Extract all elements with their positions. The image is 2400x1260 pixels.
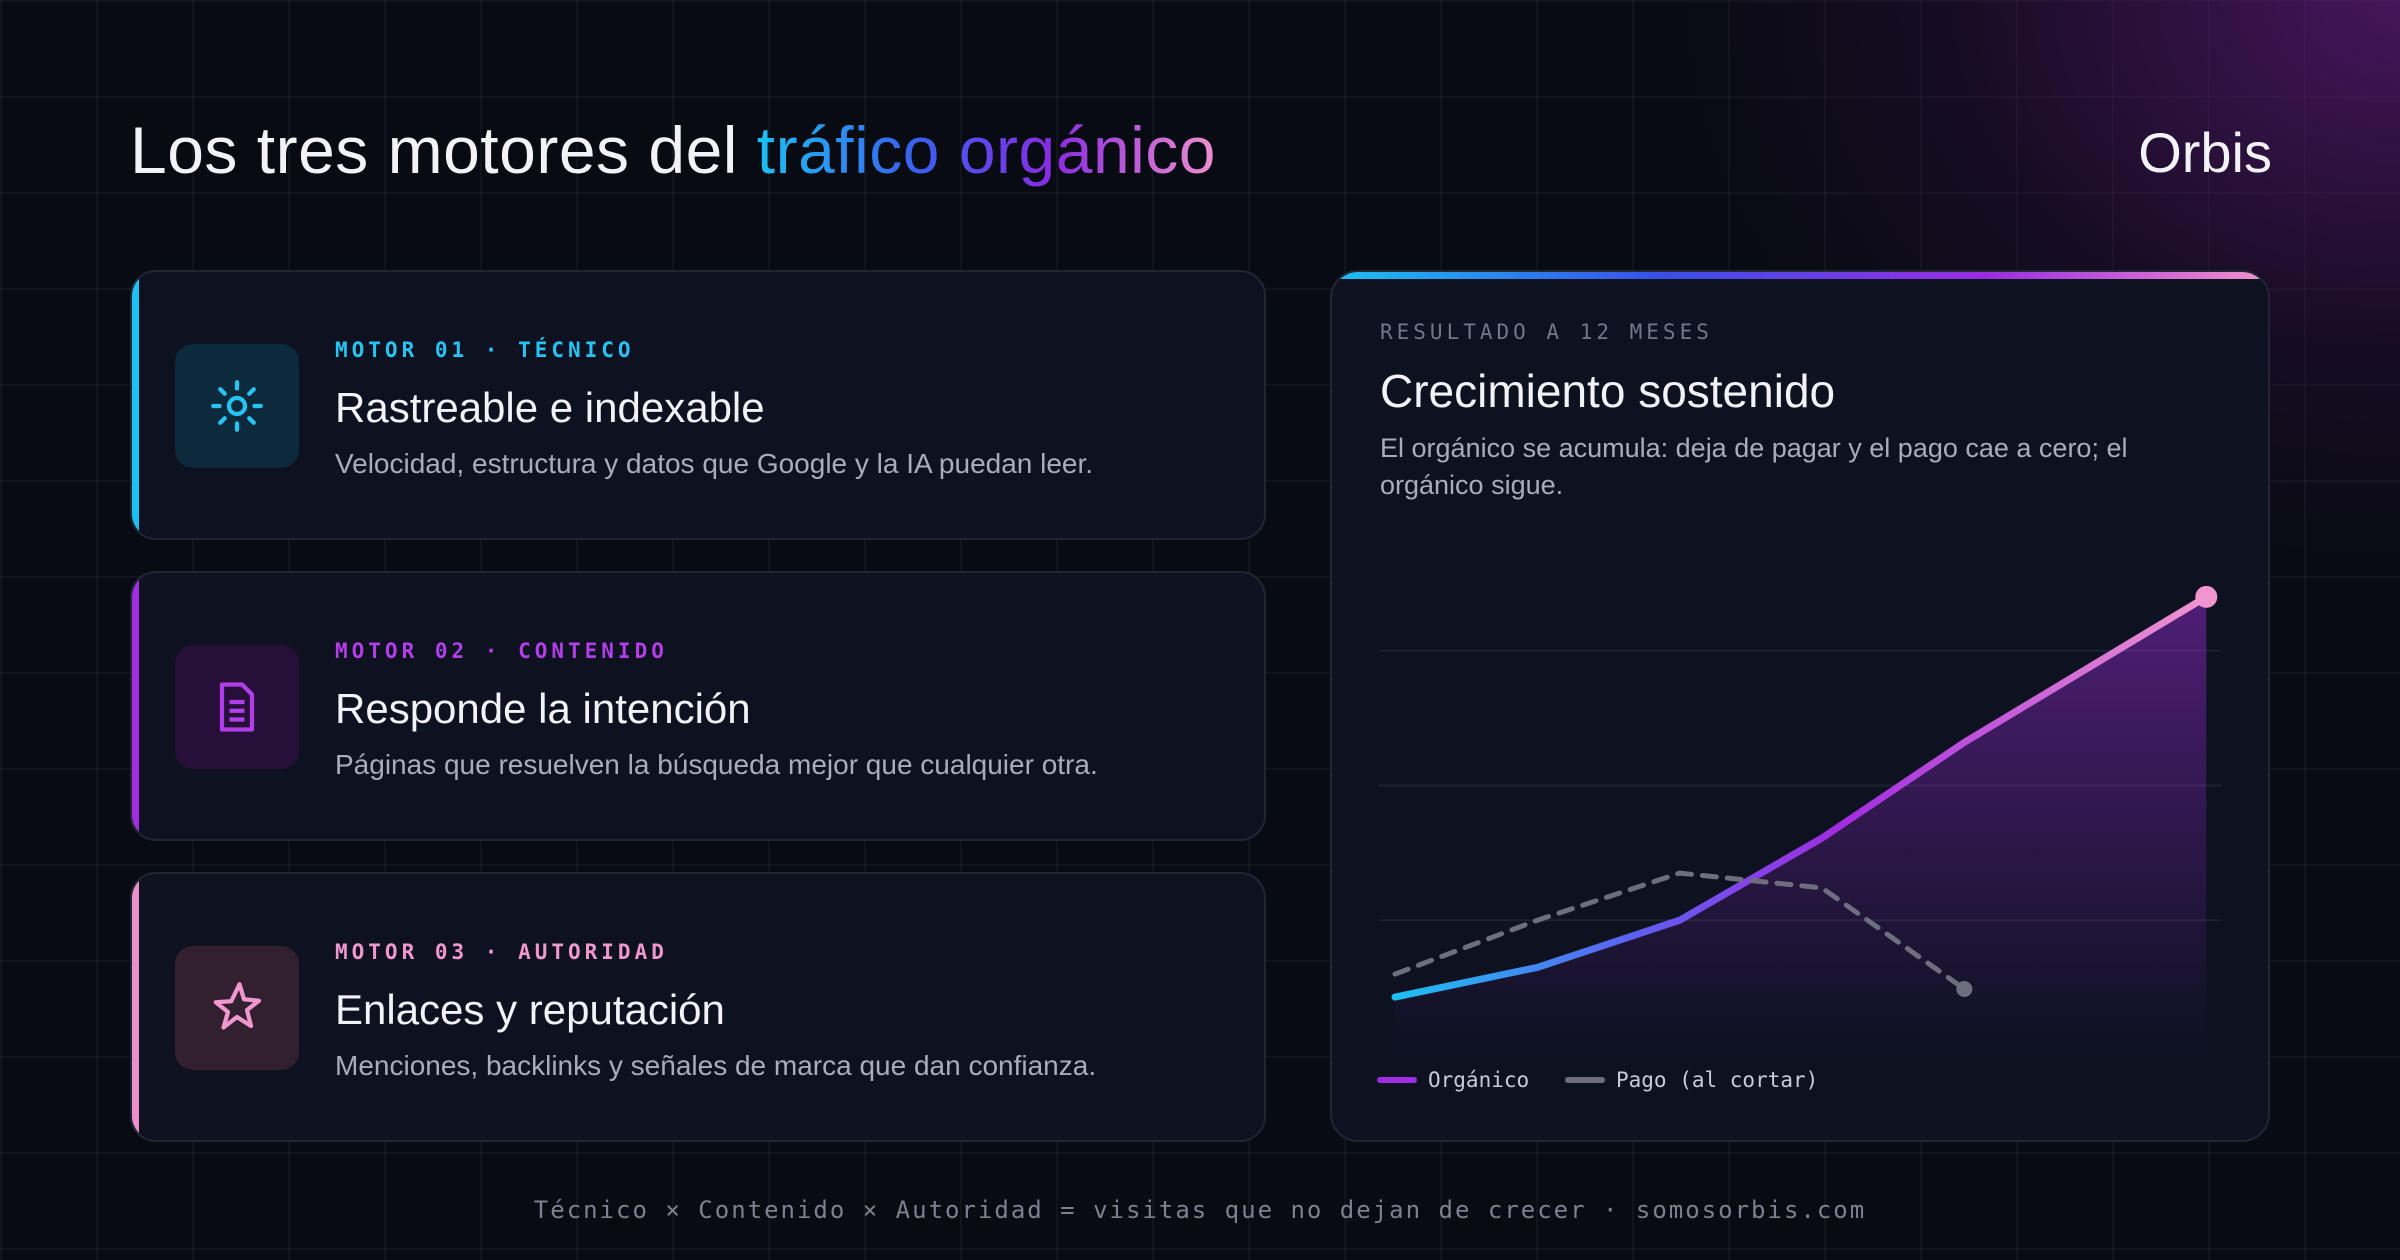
motor-tag: MOTOR 02 · CONTENIDO [335, 639, 668, 663]
motor-card: MOTOR 02 · CONTENIDO Responde la intenci… [130, 571, 1266, 841]
accent-bar [132, 272, 139, 538]
area [1395, 596, 2207, 1055]
gear-icon [211, 380, 263, 432]
accent-bar [132, 573, 139, 839]
footer: Técnico × Contenido × Autoridad = visita… [533, 1196, 1867, 1224]
title: Los tres motores del tráfico orgánico [130, 112, 1216, 188]
legend-label: Pago (al cortar) [1616, 1068, 1818, 1092]
eyebrow: RESULTADO A 12 MESES [1380, 320, 1713, 344]
motor-title: Responde la intención [335, 685, 751, 732]
motor-tag: MOTOR 03 · AUTORIDAD [335, 940, 668, 964]
motor-tag: MOTOR 01 · TÉCNICO [335, 338, 635, 362]
motor-card: MOTOR 01 · TÉCNICO Rastreable e indexabl… [130, 270, 1266, 540]
document-icon [219, 682, 255, 732]
end-point [2195, 585, 2218, 608]
card-title: Crecimiento sostenido [1380, 365, 1836, 417]
motor-description: Velocidad, estructura y datos que Google… [335, 448, 1094, 479]
star-icon [213, 982, 262, 1030]
icon [175, 946, 299, 1070]
line [1392, 870, 1967, 992]
icon [175, 344, 299, 468]
accent-bar [132, 874, 139, 1140]
card-description: El orgánico se acumula: deja de pagar y … [1380, 433, 2128, 500]
motor-description: Páginas que resuelven la búsqueda mejor … [335, 749, 1098, 780]
chart: Orgánico Pago (al cortar) [1377, 585, 2221, 1092]
motor-description: Menciones, backlinks y señales de marca … [335, 1050, 1097, 1081]
motor-title: Enlaces y reputación [335, 986, 725, 1033]
title-lead: Los tres motores del [130, 113, 738, 187]
title-accent: tráfico orgánico [756, 113, 1217, 187]
accent-bar [1332, 272, 2268, 279]
legend-label: Orgánico [1428, 1068, 1529, 1092]
motor-title: Rastreable e indexable [335, 384, 765, 431]
brand-logo: Orbis [2138, 121, 2272, 184]
icon [175, 645, 299, 769]
result-card: RESULTADO A 12 MESES Crecimiento sosteni… [1330, 270, 2270, 1142]
motor-card: MOTOR 03 · AUTORIDAD Enlaces y reputació… [130, 872, 1266, 1142]
end-point [1956, 980, 1973, 997]
